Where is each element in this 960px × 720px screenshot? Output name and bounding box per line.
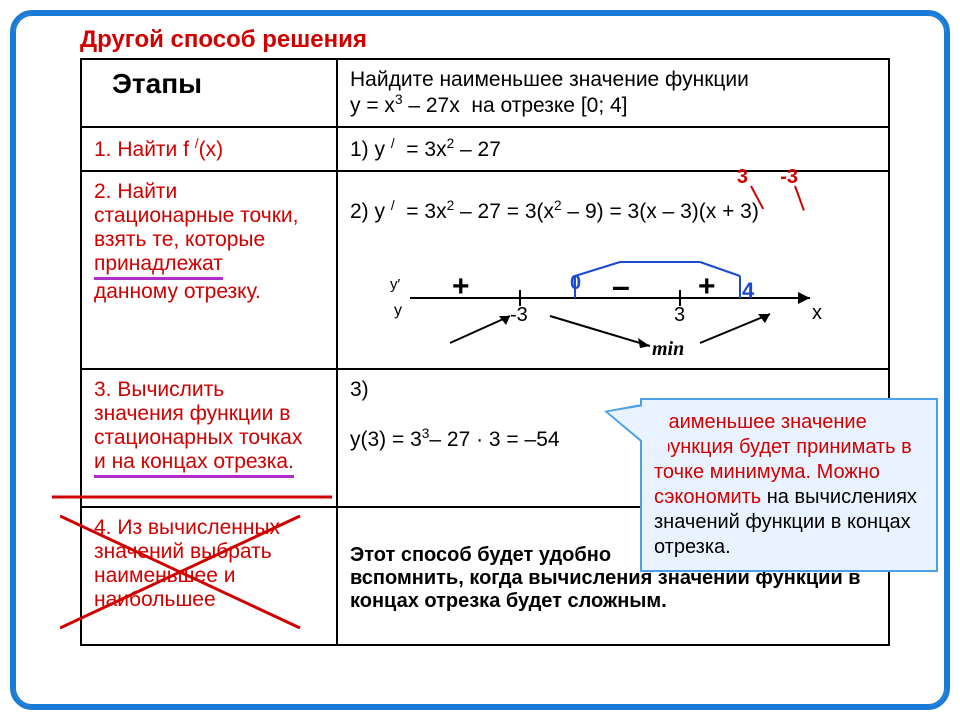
problem-line1: Найдите наименьшее значение функции: [350, 68, 749, 91]
tick-3: 3: [674, 304, 685, 327]
zero-label: 0: [570, 272, 581, 295]
footnote-2: вспомнить, когда вычисления значений фун…: [350, 567, 876, 613]
sign-plus-2: +: [698, 270, 716, 304]
number-line: y′ y x + – + 0 4 -3 3 min: [390, 258, 850, 368]
step4-cross-svg: [60, 504, 320, 634]
step1-right: 1) y / = 3x2 – 27: [337, 127, 889, 171]
problem-line2: y = x3 – 27x на отрезке [0; 4]: [350, 94, 628, 117]
step2-left: 2. Найтистационарные точки,взять те, кот…: [81, 171, 337, 369]
pin-3: 3: [737, 166, 748, 189]
header-label-1: Этапы: [94, 68, 202, 99]
underline-belongs: принадлежат: [94, 252, 223, 280]
callout-box: Наименьшее значение функция будет приним…: [640, 398, 938, 572]
table-row: 1. Найти f /(x) 1) y / = 3x2 – 27: [81, 127, 889, 171]
step2-right: 3 -3 2) y / = 3x2 – 27 = 3(x2 – 9) = 3(x…: [337, 171, 889, 369]
step3-left: 3. Вычислитьзначения функции встационарн…: [81, 369, 337, 507]
yprime-label: y′: [390, 276, 400, 293]
page-title: Другой способ решения: [80, 26, 367, 54]
y-label: y: [394, 302, 402, 320]
table-row: 2. Найтистационарные точки,взять те, кот…: [81, 171, 889, 369]
step3-num: 3): [350, 378, 369, 401]
step4-left: 4. Из вычисленныхзначений выбрать наимен…: [81, 507, 337, 645]
tick-m3: -3: [510, 304, 528, 327]
four-label: 4: [742, 278, 754, 304]
header-col2: Найдите наименьшее значение функции y = …: [337, 59, 889, 127]
x-label: x: [812, 302, 822, 325]
header-col1: Этапы: [81, 59, 337, 127]
step1-left: 1. Найти f /(x): [81, 127, 337, 171]
sign-plus-1: +: [452, 270, 470, 304]
table-header-row: Этапы Найдите наименьшее значение функци…: [81, 59, 889, 127]
underline-ends: и на концах отрезка.: [94, 450, 294, 478]
sign-minus: –: [612, 268, 630, 305]
step3-calc: y(3) = 33– 27 · 3 = –54: [350, 428, 560, 451]
callout-tail: [608, 402, 668, 462]
min-label: min: [652, 338, 684, 361]
